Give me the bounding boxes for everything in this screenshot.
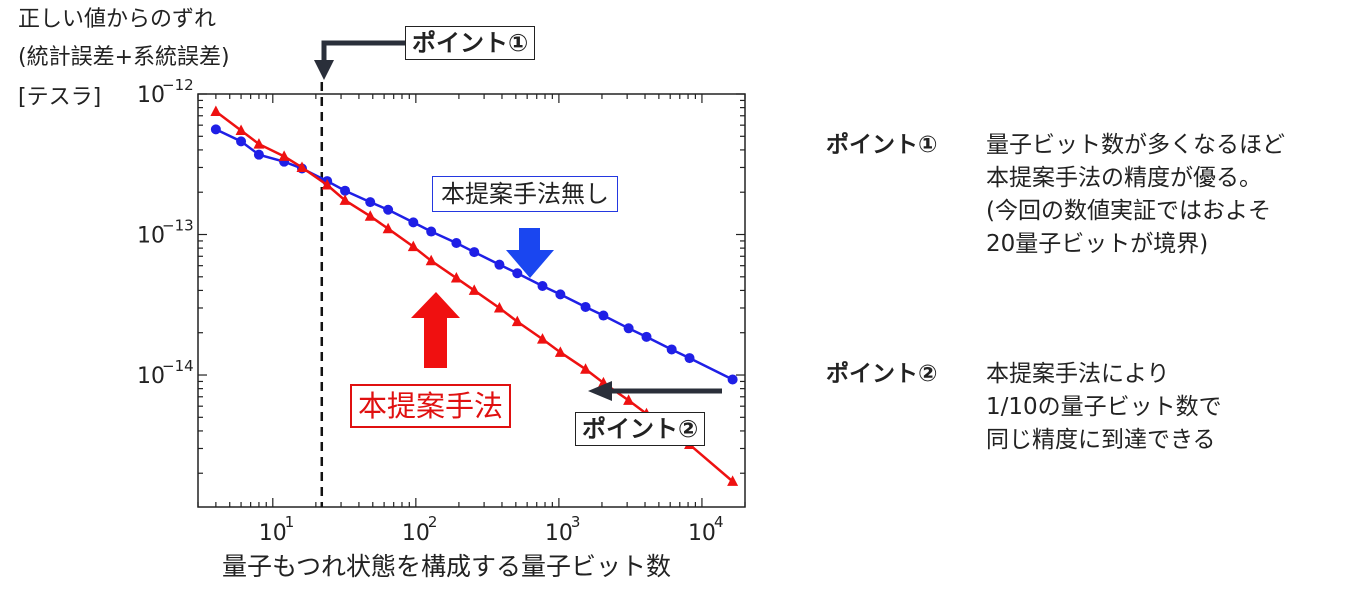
series-point-circle [727, 374, 738, 385]
point2-arrowhead [588, 381, 612, 401]
series-point-triangle [364, 210, 376, 221]
series-point-circle [210, 124, 221, 135]
series-point-circle [512, 268, 523, 279]
axis-ticks [197, 93, 746, 507]
point1-note-line: 量子ビット数が多くなるほど [986, 132, 1285, 158]
point2-note-line: 同じ精度に到達できる [986, 427, 1216, 453]
series-point-circle [236, 136, 247, 147]
series-point-circle [494, 259, 505, 270]
point1-callout: ポイント① [405, 26, 536, 60]
x-tick-label: 10 [402, 521, 430, 546]
x-tick-label: 10 [688, 521, 716, 546]
x-tick-label-exponent: 3 [571, 513, 581, 531]
series-point-triangle [425, 254, 437, 266]
series-point-triangle [623, 394, 635, 405]
series-point-triangle [511, 315, 523, 327]
y-tick-label: 10 [137, 224, 165, 249]
series-point-triangle [278, 150, 290, 161]
series-point-circle [555, 289, 566, 300]
y-axis-label-line1: 正しい値からのずれ [18, 7, 217, 32]
point2-note-line: 本提案手法により [986, 361, 1170, 387]
series-point-circle [598, 310, 609, 321]
series-point-triangle [235, 124, 247, 135]
point1-arrowhead [314, 60, 334, 80]
series-point-triangle [554, 346, 566, 357]
point1-note-line: 20量子ビットが境界) [986, 231, 1209, 257]
x-axis-label: 量子もつれ状態を構成する量子ビット数 [222, 552, 672, 581]
series-point-triangle [493, 301, 505, 313]
series-point-triangle [210, 105, 222, 117]
y-tick-label-exponent: −12 [162, 76, 194, 94]
point2-note-line: 1/10の量子ビット数で [986, 394, 1222, 420]
series-point-triangle [536, 333, 548, 344]
series-point-circle [365, 197, 376, 208]
blue-down-arrow [506, 228, 554, 278]
point2-note-head: ポイント② [826, 361, 938, 387]
series-point-circle [623, 323, 634, 334]
y-tick-label: 10 [137, 83, 165, 108]
y-axis-label-line2: (統計誤差+系統誤差) [18, 45, 230, 70]
point1-note-line: 本提案手法の精度が優る。 [986, 165, 1262, 191]
series-point-circle [580, 301, 591, 312]
x-tick-label-exponent: 1 [285, 513, 295, 531]
series-point-circle [451, 238, 462, 249]
series-point-circle [383, 204, 394, 215]
series-point-triangle [253, 138, 265, 149]
series-point-triangle [407, 240, 419, 252]
point1-arrow [321, 40, 405, 62]
series-point-circle [340, 185, 351, 196]
series-point-circle [426, 226, 437, 237]
series-point-circle [253, 149, 264, 160]
series-point-triangle [339, 194, 351, 205]
point2-callout: ポイント② [575, 412, 706, 446]
series-point-triangle [450, 272, 462, 283]
series-point-circle [641, 331, 652, 342]
x-tick-label-exponent: 2 [428, 513, 438, 531]
y-tick-label: 10 [137, 364, 165, 389]
series-point-circle [469, 247, 480, 258]
red-up-arrow [411, 292, 460, 368]
point1-note-head: ポイント① [826, 132, 938, 158]
with-method-label: 本提案手法 [350, 384, 512, 428]
series-point-triangle [382, 222, 394, 234]
y-axis-label-line3: [テスラ] [18, 85, 102, 110]
point1-note-body: 量子ビット数が多くなるほど 本提案手法の精度が優る。 (今回の数値実証ではおよそ… [986, 129, 1285, 261]
series-point-triangle [321, 179, 333, 190]
series-point-triangle [580, 363, 592, 374]
series-point-circle [684, 353, 695, 364]
y-tick-label-exponent: −14 [162, 357, 194, 375]
x-tick-label: 10 [259, 521, 287, 546]
x-tick-label-exponent: 4 [714, 513, 724, 531]
series-point-triangle [296, 161, 308, 172]
point1-note-line: (今回の数値実証ではおよそ [986, 198, 1271, 224]
series-point-circle [408, 217, 419, 228]
without-method-label: 本提案手法無し [432, 176, 618, 212]
x-tick-label: 10 [545, 521, 573, 546]
series-point-circle [666, 344, 677, 355]
series-point-circle [537, 281, 548, 292]
series-point-triangle [727, 475, 739, 486]
point2-note-body: 本提案手法により 1/10の量子ビット数で 同じ精度に到達できる [986, 358, 1222, 457]
y-tick-label-exponent: −13 [162, 217, 194, 235]
series-point-triangle [468, 284, 480, 295]
